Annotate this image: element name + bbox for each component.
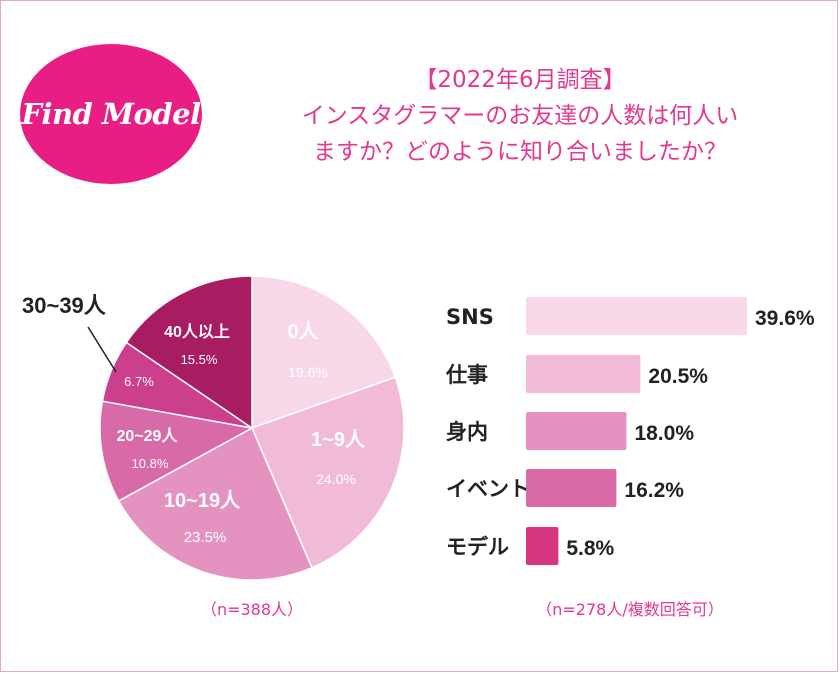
pie-slice-value: 24.0% xyxy=(316,471,356,487)
callout-leader-line xyxy=(87,326,117,373)
bar-value-label: 5.8% xyxy=(566,537,614,560)
bar xyxy=(526,412,627,450)
pie-slice xyxy=(117,426,313,581)
pie-chart xyxy=(99,275,405,581)
pie-slice-value: 6.7% xyxy=(124,374,154,389)
bar-value-label: 18.0% xyxy=(634,422,694,445)
bar xyxy=(526,355,641,393)
chart-title: 【2022年6月調査】 インスタグラマーのお友達の人数は何人い ますか？どのよう… xyxy=(225,62,815,170)
logo-text: Find Model xyxy=(21,97,201,131)
pie-slice-label: 1~9人 xyxy=(311,428,366,451)
pie-slice-label: 20~29人 xyxy=(117,427,179,445)
pie-labels: 0人 19.6% 1~9人 24.0% 10~19人 23.5% 20~29人 10.8% 6.… xyxy=(22,293,366,546)
bar-category-label: SNS xyxy=(446,305,494,329)
bar-value-label: 20.5% xyxy=(648,365,708,388)
pie-slice-label: 10~19人 xyxy=(164,489,241,512)
bar-value-label: 16.2% xyxy=(624,479,684,502)
pie-slice xyxy=(99,400,255,502)
bar xyxy=(526,469,617,507)
pie-slice-value: 15.5% xyxy=(181,352,218,367)
pie-slice xyxy=(250,376,405,569)
bar-category-label: 仕事 xyxy=(445,363,488,387)
bar xyxy=(526,297,747,335)
pie-slice xyxy=(251,275,397,430)
title-line-3: ますか？どのように知り合いましたか？ xyxy=(313,139,727,165)
pie-slice xyxy=(125,275,253,430)
logo: Find Model xyxy=(20,44,202,184)
bar-category-label: モデル xyxy=(446,535,509,559)
bar-category-label: 身内 xyxy=(446,420,488,444)
title-line-2: インスタグラマーのお友達の人数は何人い xyxy=(301,103,739,129)
bar xyxy=(526,527,559,565)
pie-slice-label: 40人以上 xyxy=(164,323,230,341)
pie-slice-value: 19.6% xyxy=(288,364,328,380)
title-line-1: 【2022年6月調査】 xyxy=(414,67,626,93)
bar-category-label: イベント xyxy=(446,477,530,501)
pie-slice-label: 0人 xyxy=(287,320,319,343)
pie-sample-note: （n=388人） xyxy=(201,600,303,619)
bar-sample-note: （n=278人/複数回答可） xyxy=(536,600,723,619)
bar-value-label: 39.6% xyxy=(755,307,815,330)
pie-callout-label: 30~39人 xyxy=(22,293,106,318)
pie-slice-value: 23.5% xyxy=(184,529,227,546)
pie-slice-value: 10.8% xyxy=(132,456,169,471)
bar-chart: SNS 39.6% 仕事 20.5% 身内 18.0% イベント 16.2% モデル 5.8% xyxy=(445,297,815,565)
